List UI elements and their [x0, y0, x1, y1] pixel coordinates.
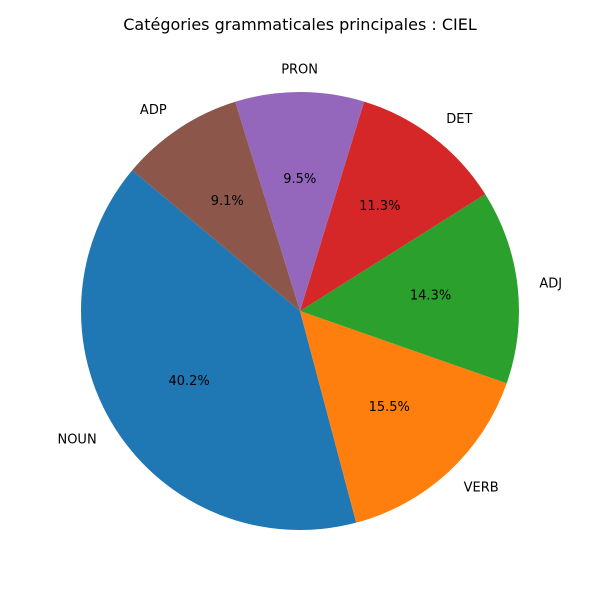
percent-label-det: 11.3% — [359, 199, 400, 214]
slice-label-verb: VERB — [464, 480, 499, 495]
percent-label-pron: 9.5% — [283, 172, 316, 187]
pie-slices — [80, 92, 519, 531]
pie-slice-verb — [300, 311, 507, 523]
slice-label-noun: NOUN — [57, 433, 96, 448]
percent-label-verb: 15.5% — [369, 400, 410, 415]
pie-labels: NOUN 40.2% VERB 15.5% ADJ 14.3% DET 11.3% PRON 9.… — [57, 63, 562, 496]
pie-slice-adp — [132, 101, 300, 311]
pie-slice-det — [300, 101, 486, 311]
chart-title: Catégories grammaticales principales : C… — [123, 15, 477, 34]
percent-label-noun: 40.2% — [168, 374, 209, 389]
slice-label-pron: PRON — [281, 63, 318, 78]
slice-label-adj: ADJ — [539, 276, 562, 291]
pie-slice-noun — [80, 170, 357, 531]
pie-slice-adj — [300, 194, 519, 384]
percent-label-adp: 9.1% — [211, 194, 244, 209]
percent-label-adj: 14.3% — [410, 289, 451, 304]
slice-label-adp: ADP — [140, 103, 167, 118]
slice-label-det: DET — [446, 112, 472, 127]
pie-slice-pron — [235, 92, 365, 311]
